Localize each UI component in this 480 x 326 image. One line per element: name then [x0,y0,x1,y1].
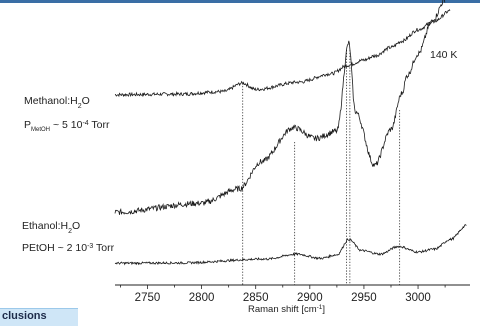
x-axis-label: Raman shift [cm-1] [248,304,325,316]
section-heading-tab: clusions [0,308,78,326]
annotation-methanol-name: Methanol:H2O [24,95,90,110]
section-heading-label: clusions [2,310,47,322]
annotation-methanol-pressure: PMetOH ~ 5 10-4 Torr [24,119,110,133]
x-axis-ticks: 2750 2800 2850 2900 2950 3000 [120,285,445,304]
spectra-lines [115,0,466,264]
spectrum-line-2 [115,0,445,215]
annotation-ethanol-pressure: PEtOH ~ 2 10-3 Torr [22,242,115,254]
x-tick-label: 2800 [189,292,215,304]
x-tick-label: 2750 [135,292,161,304]
annotation-temperature: 140 K [430,49,457,61]
spectrum-line-1 [115,10,450,96]
x-tick-label: 2900 [297,292,323,304]
reference-lines [243,50,400,285]
x-tick-label: 2850 [243,292,269,304]
x-tick-label: 3000 [405,292,431,304]
spectrum-line-3 [115,225,466,265]
annotation-ethanol-name: Ethanol:H2O [22,220,80,235]
x-tick-label: 2950 [351,292,377,304]
